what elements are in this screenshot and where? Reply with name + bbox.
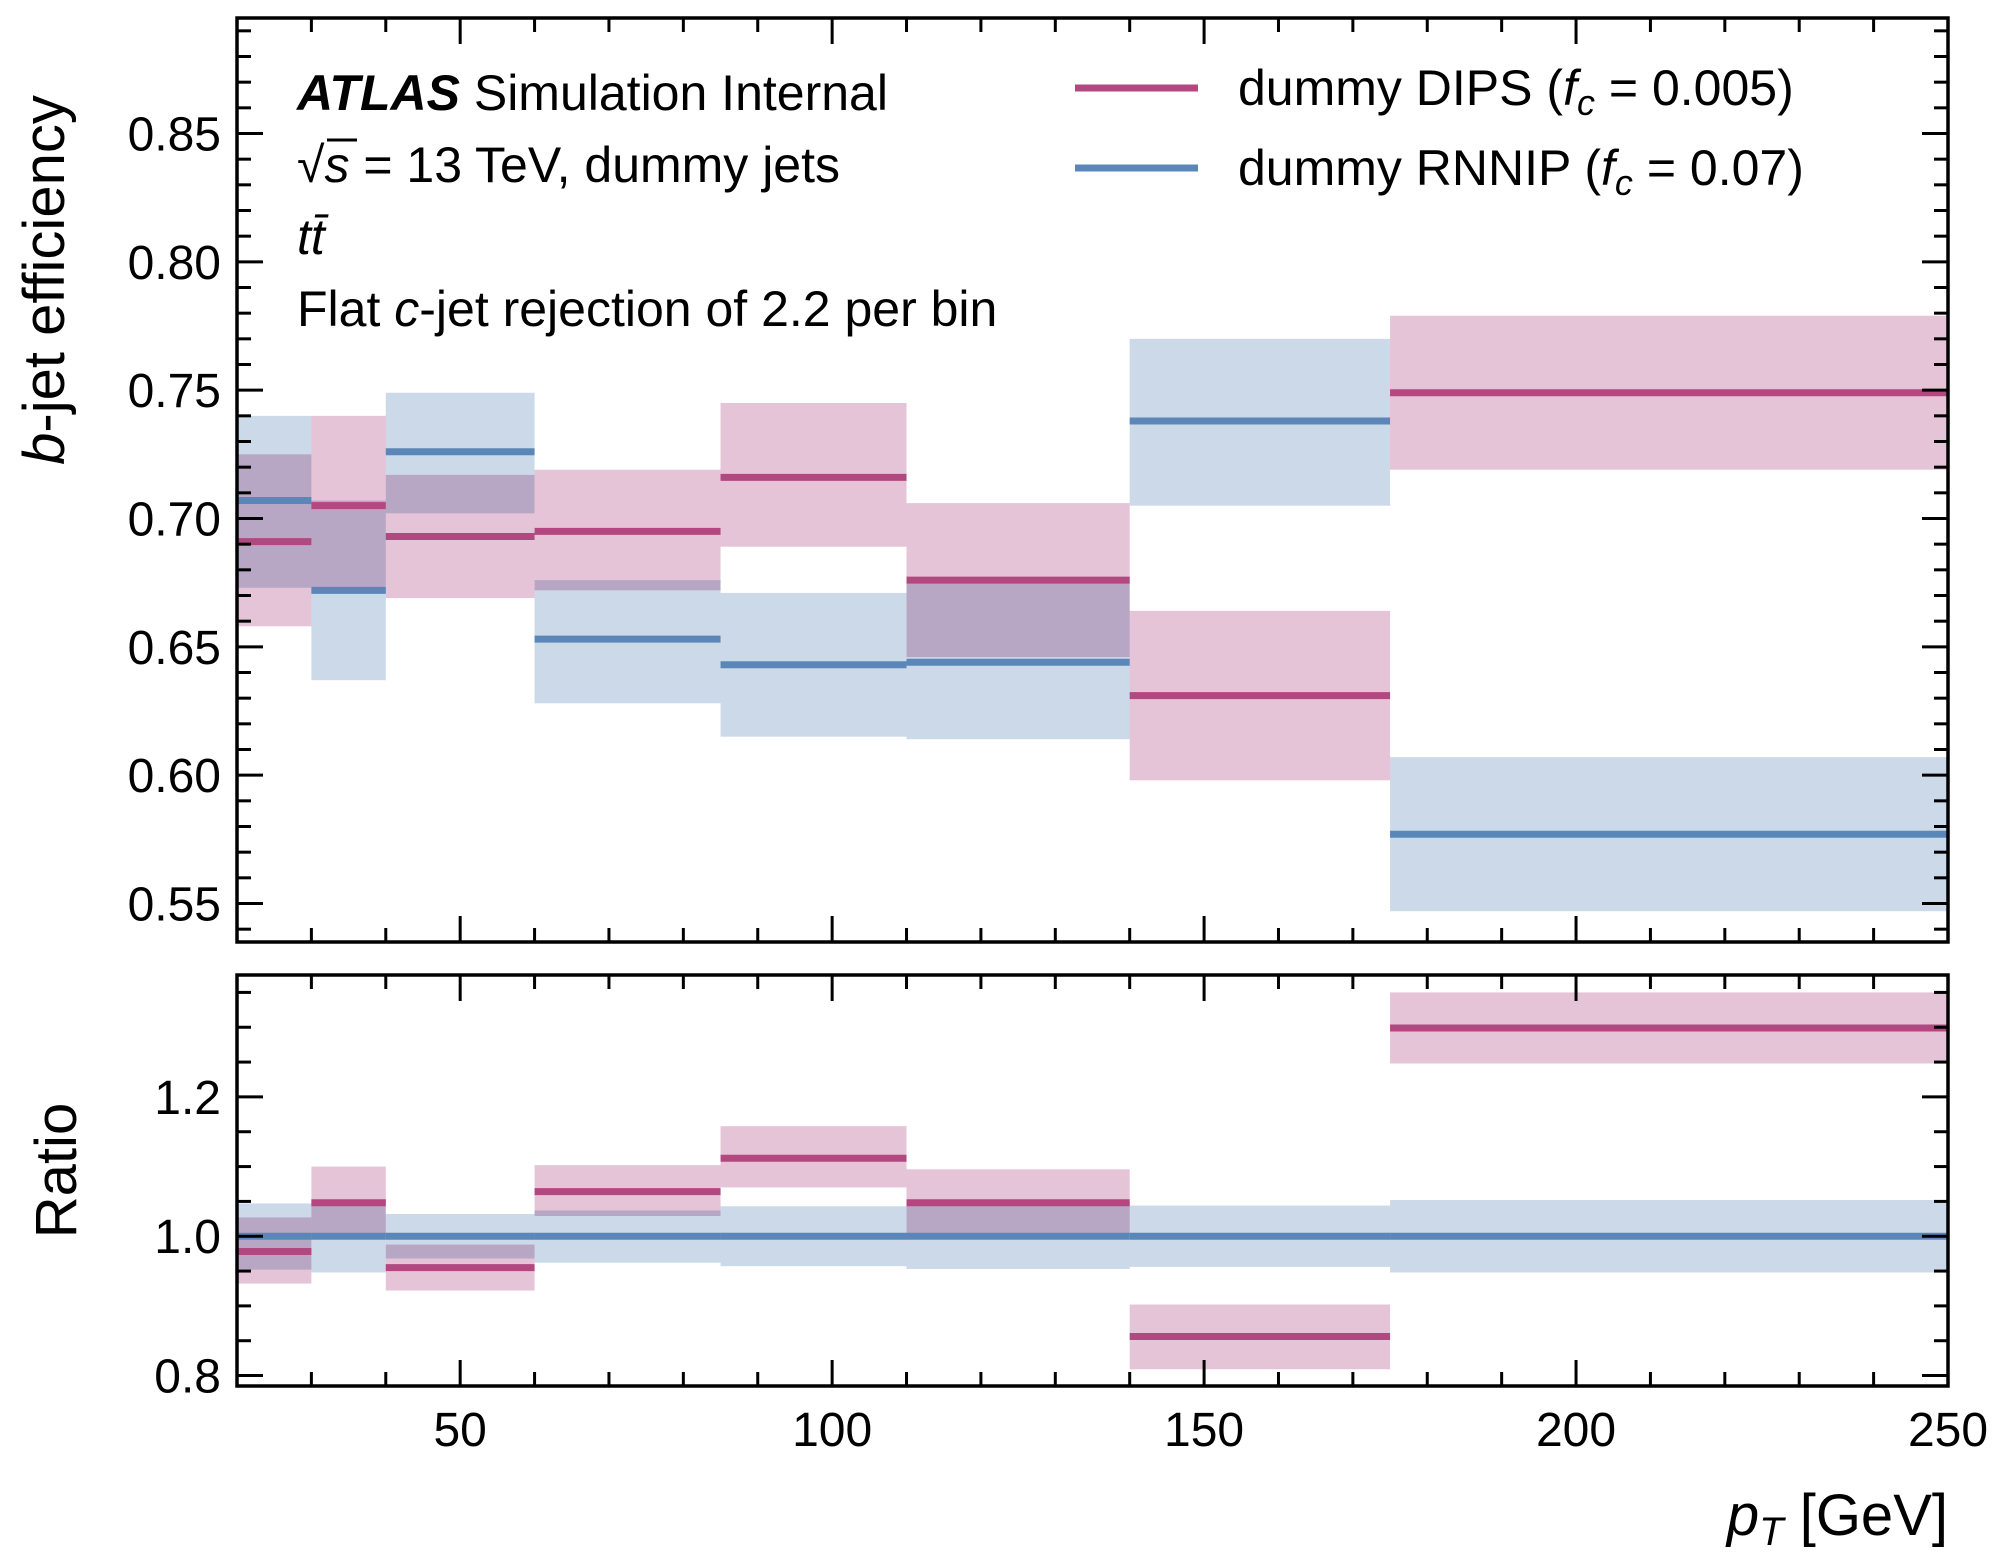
- plot-area: [237, 992, 1948, 1370]
- ratio-axis-label: Ratio: [24, 1103, 89, 1238]
- x-tick-label: 200: [1536, 1404, 1616, 1457]
- x-axis-label: pT [GeV]: [1725, 1483, 1948, 1554]
- rnnip-lines: [237, 417, 1948, 838]
- main-panel: 0.55 0.60 0.65 0.70 0.75 0.80 0.85: [128, 16, 1950, 944]
- y-tick-label: 0.65: [128, 622, 221, 675]
- legend-label-dips: dummy DIPS (fc = 0.005): [1238, 60, 1794, 123]
- x-tick-label: 50: [433, 1404, 486, 1457]
- panel-frame: [235, 973, 1950, 1388]
- legend-label-rnnip: dummy RNNIP (fc = 0.07): [1238, 140, 1804, 203]
- ticks: [237, 975, 1950, 1386]
- sample-label: tt̄: [297, 209, 329, 265]
- y-tick-label: 0.60: [128, 750, 221, 803]
- dips-bands: [237, 992, 1948, 1370]
- y-tick-label: 1.0: [154, 1211, 221, 1264]
- rejection-label: Flat c-jet rejection of 2.2 per bin: [297, 281, 997, 337]
- energy-label: √s = 13 TeV, dummy jets: [297, 137, 840, 193]
- y-tick-label: 0.75: [128, 365, 221, 418]
- y-tick-label: 0.8: [154, 1351, 221, 1404]
- y-tick-label: 0.85: [128, 109, 221, 162]
- x-tick-label: 150: [1164, 1404, 1244, 1457]
- legend: dummy DIPS (fc = 0.005) dummy RNNIP (fc =…: [1075, 60, 1804, 203]
- dips-lines: [237, 1024, 1948, 1341]
- axis-labels: 50 100 150 200 250 pT [GeV] b-jet efficiency Ra…: [12, 95, 1988, 1554]
- x-tick-label: 100: [792, 1404, 872, 1457]
- y-tick-label: 1.2: [154, 1072, 221, 1125]
- ticks: [237, 18, 1950, 942]
- plot-area: [237, 315, 1948, 912]
- y-tick-label: 0.55: [128, 879, 221, 932]
- dips-lines: [237, 389, 1948, 700]
- panel-frame: [235, 16, 1950, 944]
- atlas-label: ATLAS Simulation Internal: [295, 65, 888, 121]
- y-axis-label: b-jet efficiency: [12, 95, 77, 465]
- info-text-block: ATLAS Simulation Internal √s = 13 TeV, du…: [295, 65, 997, 337]
- ratio-panel: 0.8 1.0 1.2: [154, 973, 1950, 1404]
- y-tick-label: 0.80: [128, 237, 221, 290]
- y-tick-label: 0.70: [128, 494, 221, 547]
- x-tick-label: 250: [1908, 1404, 1988, 1457]
